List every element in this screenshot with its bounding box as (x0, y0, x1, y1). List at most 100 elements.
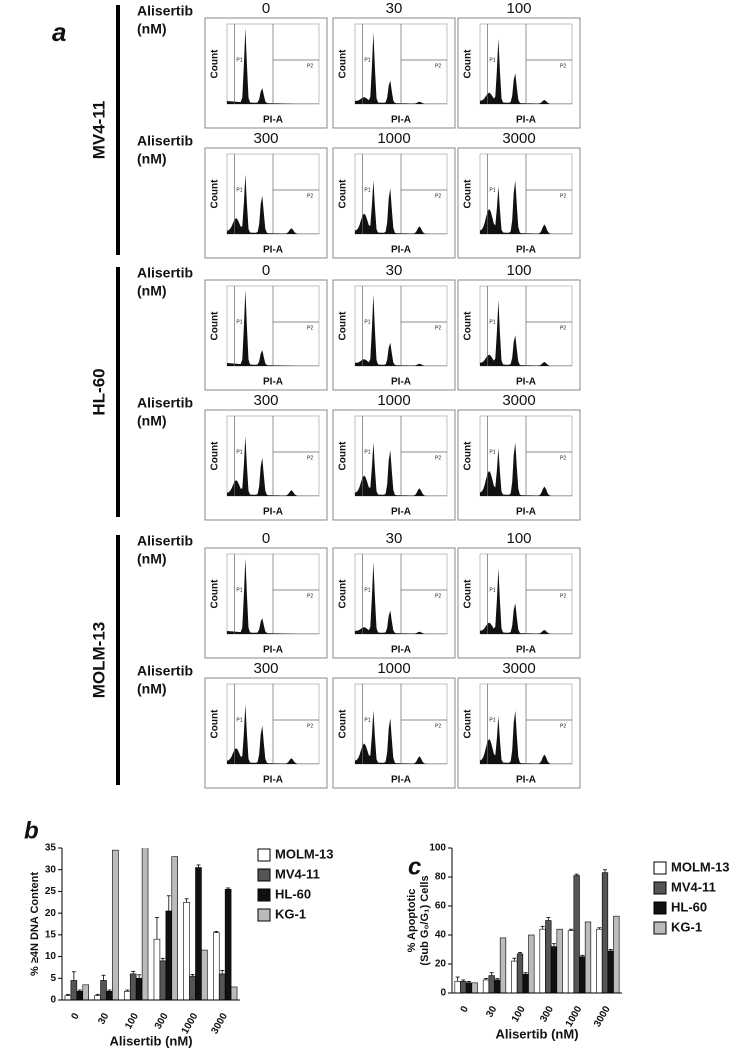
y-tick-label: 25 (45, 886, 57, 897)
bar (601, 872, 609, 994)
legend-swatch (653, 901, 667, 915)
axis-label: PI-A (391, 377, 411, 388)
gate-label: P1 (236, 319, 242, 325)
row-label: Alisertib (137, 133, 193, 149)
gate-label: P2 (307, 723, 313, 729)
row-label: Alisertib (137, 395, 193, 411)
bar (224, 888, 232, 1001)
axis-label: Count (463, 311, 474, 341)
x-tick-label: 3000 (592, 1004, 613, 1029)
axis-label: Count (338, 49, 349, 79)
bar (556, 928, 563, 994)
bar (213, 932, 220, 1001)
axis-label: Count (210, 311, 221, 341)
histogram (355, 562, 447, 634)
dose-label: 300 (253, 392, 278, 409)
histogram-frame (457, 409, 581, 521)
bar (567, 930, 575, 994)
bar (573, 875, 580, 994)
axis-label: Count (463, 579, 474, 609)
y-tick-label: 0 (50, 995, 56, 1006)
gate-label: P2 (435, 593, 441, 599)
bar (511, 960, 518, 994)
axis-label: Count (463, 49, 474, 79)
bar (499, 937, 507, 994)
bar (545, 920, 552, 994)
axis-label: PI-A (391, 245, 411, 256)
row-label: Alisertib (137, 663, 193, 679)
axis-label: PI-A (516, 245, 536, 256)
gate-label: P1 (489, 449, 495, 455)
y-tick-label: 10 (45, 951, 57, 962)
gate-label: P2 (435, 723, 441, 729)
axis-label: Count (463, 441, 474, 471)
histogram (227, 558, 319, 634)
axis-label: PI-A (516, 507, 536, 518)
y-tick-label: 5 (50, 973, 56, 984)
gate-label: P1 (364, 587, 370, 593)
row-label: Alisertib (137, 533, 193, 549)
dose-label: 30 (386, 262, 403, 279)
bar (201, 949, 208, 1001)
bar (516, 953, 524, 994)
axis-label: Count (338, 311, 349, 341)
gate-label: P2 (307, 593, 313, 599)
bar (106, 991, 113, 1001)
bar (613, 915, 620, 994)
row-label: Alisertib (137, 3, 193, 19)
histogram-frame (332, 147, 456, 259)
axis-label: PI-A (263, 377, 283, 388)
gate-label: P1 (236, 187, 242, 193)
histogram (355, 442, 447, 496)
gate-label: P1 (364, 57, 370, 63)
bar (482, 979, 490, 994)
bar (596, 928, 603, 994)
bar (488, 975, 495, 994)
row-label: Alisertib (137, 265, 193, 281)
y-axis-label: % ≥4N DNA Content (29, 872, 41, 976)
dose-label: 3000 (502, 130, 535, 147)
histogram-frame (332, 17, 456, 129)
y-tick-label: 80 (435, 872, 447, 883)
bar (141, 848, 149, 1001)
histogram-frame (332, 677, 456, 789)
x-tick-label: 300 (538, 1004, 556, 1024)
bar (129, 973, 137, 1001)
bar (100, 980, 107, 1001)
bar (607, 950, 614, 994)
bar (183, 901, 190, 1001)
bar (171, 856, 178, 1001)
legend-swatch (257, 868, 271, 882)
legend-label: MOLM-13 (671, 859, 730, 874)
bar (471, 982, 478, 994)
histogram (355, 32, 447, 104)
gate-label: P1 (489, 717, 495, 723)
dose-label: 300 (253, 660, 278, 677)
row-label: (nM) (137, 283, 167, 299)
axis-label: PI-A (391, 645, 411, 656)
gate-label: P1 (489, 57, 495, 63)
axis-label: PI-A (263, 115, 283, 126)
y-tick-label: 15 (45, 929, 57, 940)
gate-label: P2 (435, 63, 441, 69)
gate-label: P1 (236, 57, 242, 63)
x-tick-label: 100 (510, 1004, 528, 1024)
gate-label: P2 (435, 193, 441, 199)
histogram (480, 180, 572, 234)
y-axis-label: (Sub G₀/G₁) Cells (419, 875, 431, 965)
bar (94, 995, 101, 1001)
histogram-frame (457, 279, 581, 391)
gate-label: P2 (435, 325, 441, 331)
axis-label: PI-A (516, 115, 536, 126)
bar (195, 867, 202, 1001)
axis-label: Count (210, 179, 221, 209)
histogram (227, 290, 319, 366)
gate-label: P1 (489, 319, 495, 325)
gate-label: P2 (560, 723, 566, 729)
dose-label: 3000 (502, 660, 535, 677)
histogram-frame (204, 279, 328, 391)
y-tick-label: 40 (435, 930, 447, 941)
histogram (355, 710, 447, 764)
histogram (480, 710, 572, 764)
